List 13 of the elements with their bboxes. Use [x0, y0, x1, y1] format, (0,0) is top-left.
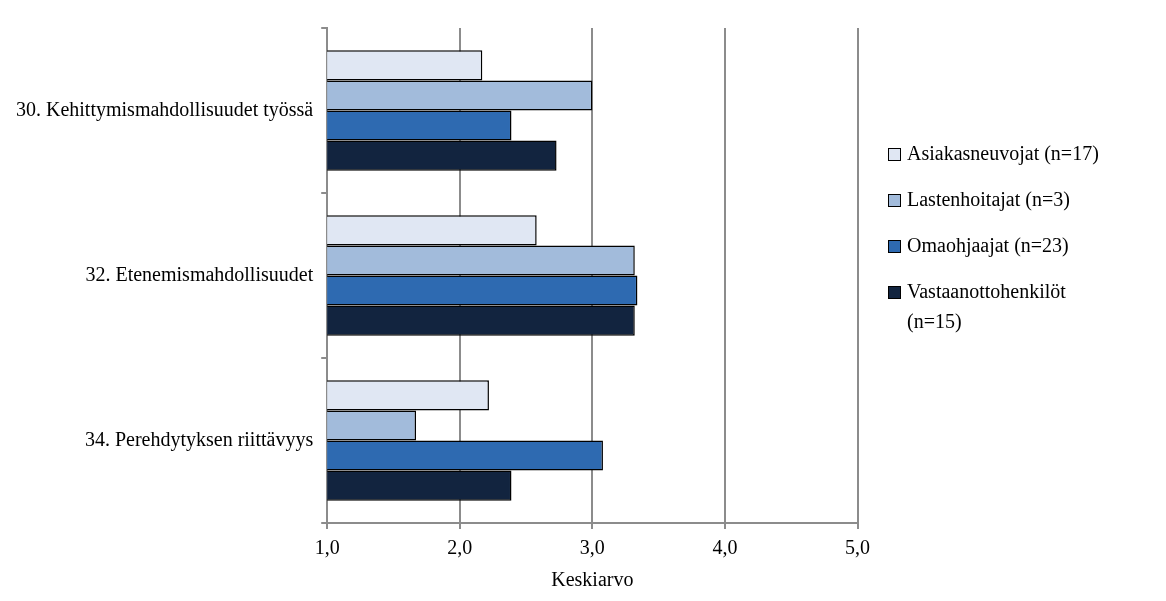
x-tick-label: 5,0	[845, 536, 870, 559]
x-axis-title: Keskiarvo	[551, 568, 634, 591]
x-tick-label: 2,0	[447, 536, 473, 559]
legend-label: Lastenhoitajat (n=3)	[907, 187, 1071, 213]
legend-label: Omaohjaajat (n=23)	[907, 233, 1070, 259]
legend-label: Vastaanottohenkilöt (n=15)	[907, 279, 1067, 335]
x-tick-label: 4,0	[712, 536, 738, 559]
y-tick-label: 32. Etenemismahdollisuudet	[85, 262, 314, 285]
x-tick-label: 3,0	[579, 536, 605, 559]
y-tick-label: 30. Kehittymismahdollisuudet työssä	[15, 97, 314, 121]
legend-label: Asiakasneuvojat (n=17)	[907, 141, 1100, 167]
y-tick-label: 34. Perehdytyksen riittävyys	[84, 427, 314, 451]
x-tick-label: 1,0	[314, 536, 340, 559]
